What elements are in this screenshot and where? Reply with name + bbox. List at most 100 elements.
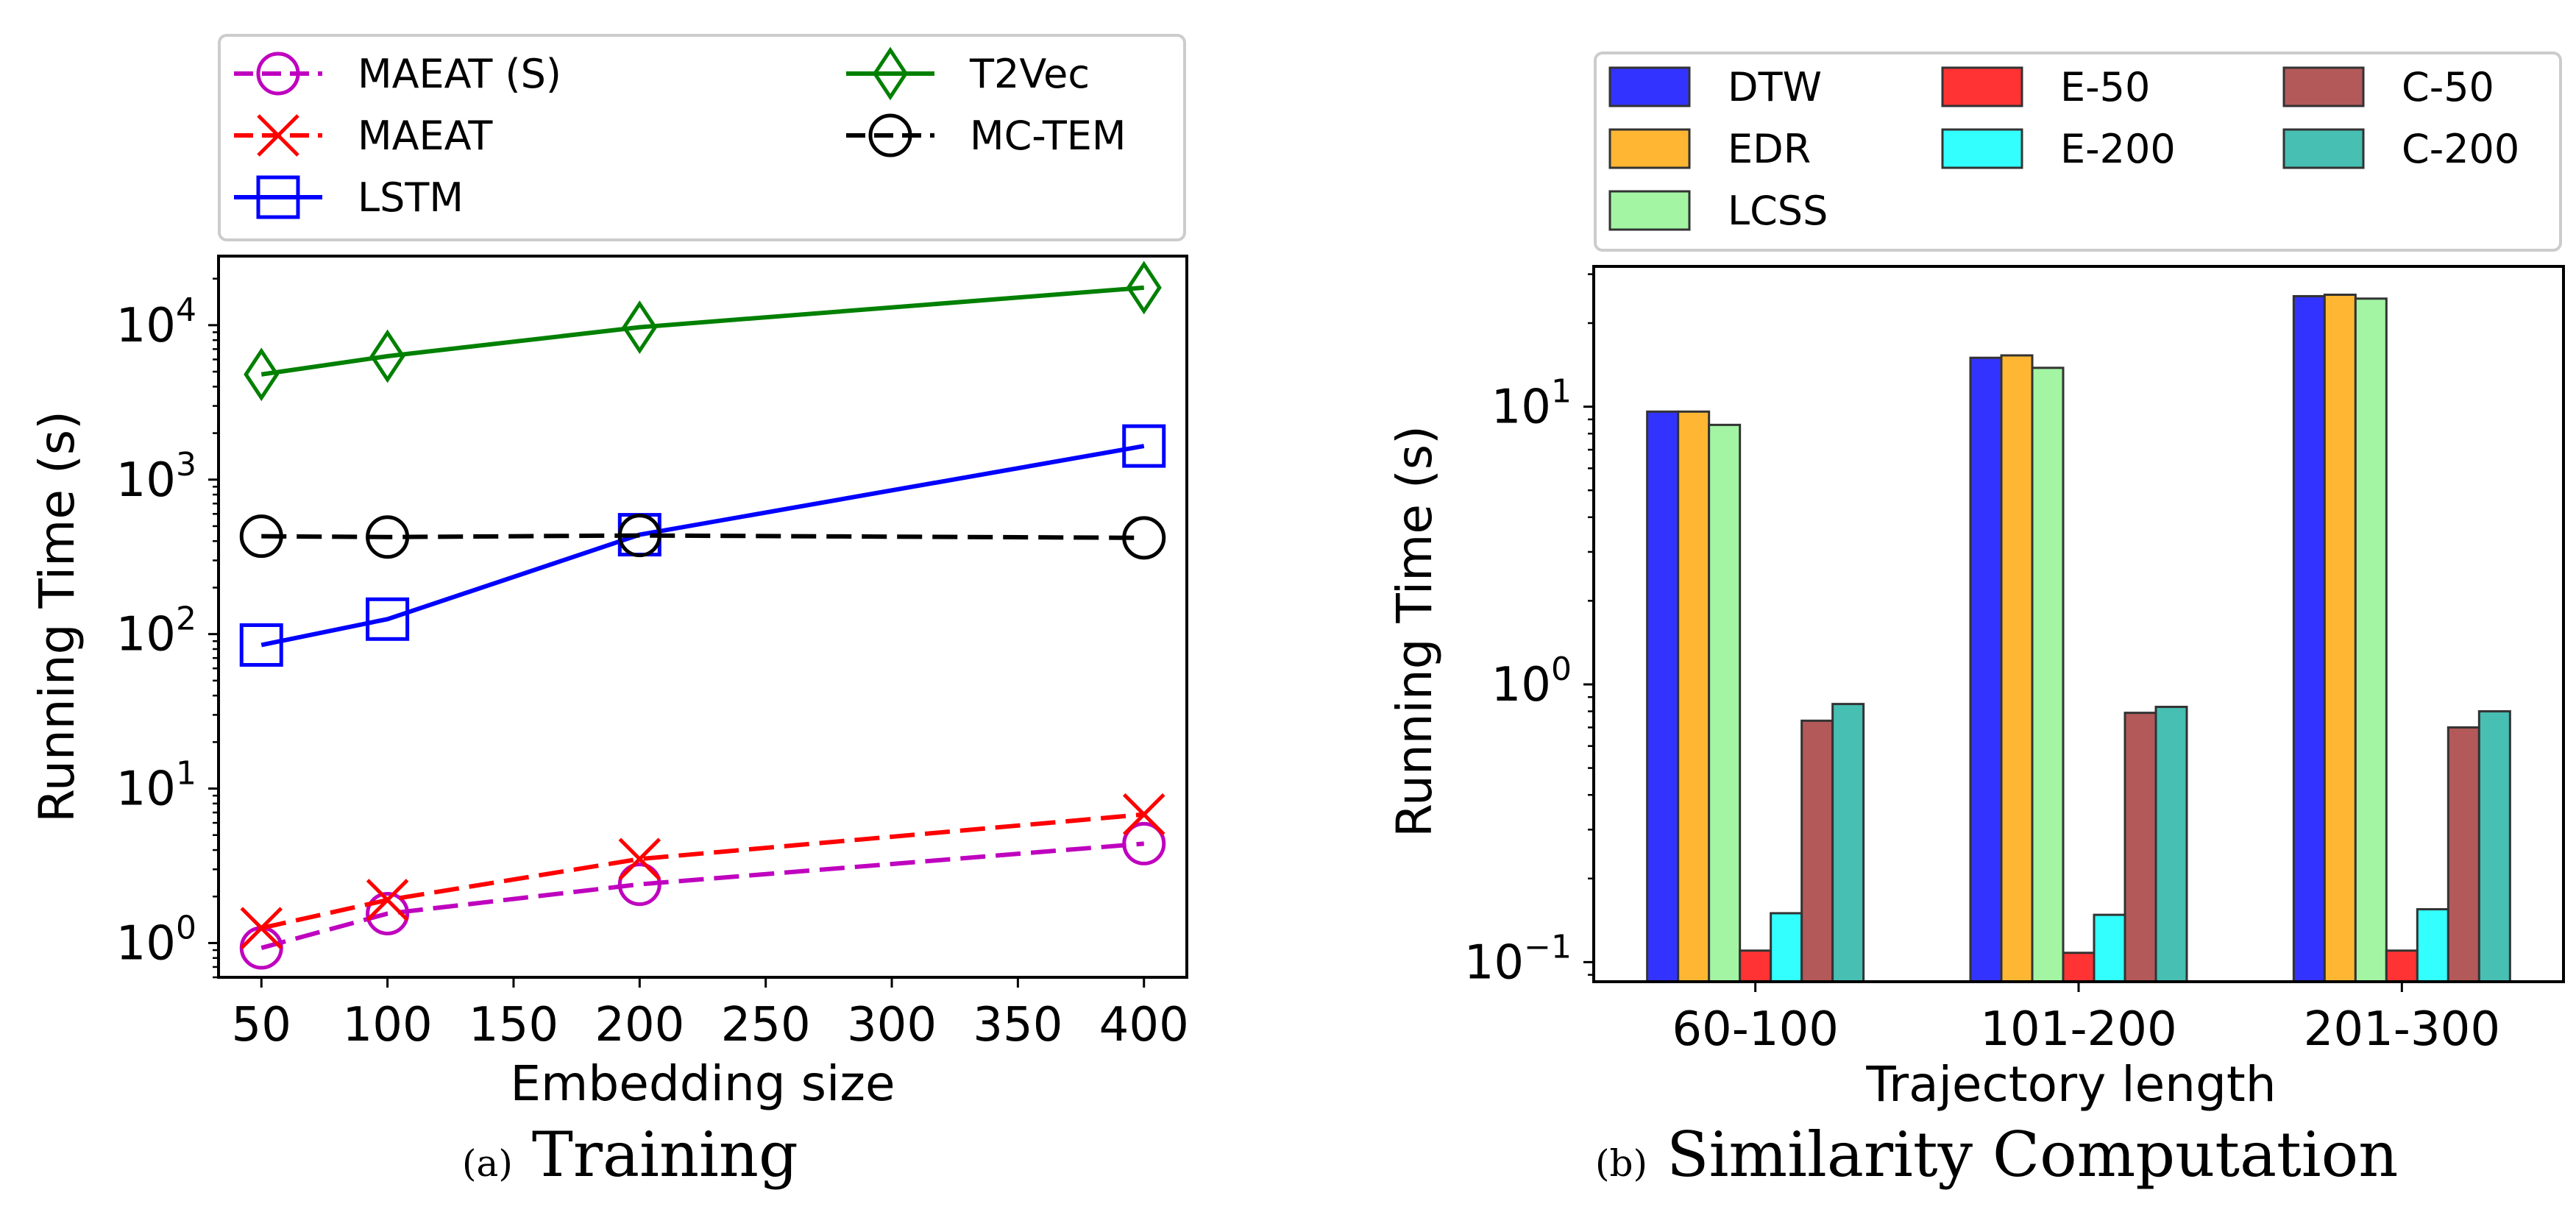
bar-c-200 bbox=[2477, 710, 2511, 983]
series-maeat-s- bbox=[239, 821, 1166, 970]
bar-c-50 bbox=[2123, 712, 2157, 983]
bar-dtw bbox=[1969, 356, 2003, 983]
data-point bbox=[1126, 261, 1162, 315]
bar-e-50 bbox=[2385, 949, 2419, 983]
series-line bbox=[260, 812, 1145, 931]
data-point bbox=[617, 514, 661, 558]
legend-label: DTW bbox=[1728, 64, 1822, 110]
x-tick-label: 50 bbox=[232, 998, 291, 1052]
chart-b-caption-text: Similarity Computation bbox=[1667, 1119, 2398, 1191]
bar-e-200 bbox=[1770, 912, 1803, 983]
legend-swatch bbox=[1941, 128, 2023, 169]
chart-a-subfigure-label: (a) bbox=[462, 1142, 513, 1185]
chart-a-series bbox=[239, 261, 1166, 970]
legend-label: E-200 bbox=[2060, 126, 2176, 172]
chart-b-ylabel: Running Time (s) bbox=[1386, 425, 1443, 837]
legend-entry: LSTM bbox=[234, 174, 464, 221]
legend-label: MAEAT bbox=[358, 113, 493, 159]
legend-entry: C-200 bbox=[2282, 126, 2519, 172]
chart-a-xlabel: Embedding size bbox=[510, 1055, 895, 1112]
bar-c-200 bbox=[2154, 706, 2188, 983]
legend-entry: MAEAT (S) bbox=[234, 51, 561, 97]
y-tick-label: 101 bbox=[1491, 373, 1572, 435]
x-tick-label: 201-300 bbox=[2304, 1002, 2500, 1057]
x-tick-label: 150 bbox=[469, 998, 558, 1052]
y-tick-label: 103 bbox=[116, 446, 196, 508]
bar-c-200 bbox=[1831, 703, 1865, 983]
legend-swatch bbox=[1941, 66, 2023, 107]
legend-marker bbox=[872, 46, 909, 101]
legend-marker bbox=[256, 52, 300, 96]
legend-entry: E-200 bbox=[1941, 126, 2176, 172]
legend-swatch bbox=[1608, 190, 1691, 231]
series-line bbox=[260, 841, 1144, 950]
x-tick-label: 100 bbox=[343, 998, 433, 1052]
data-point bbox=[239, 514, 283, 559]
x-tick-label: 60-100 bbox=[1672, 1002, 1839, 1057]
chart-a-ylabel: Running Time (s) bbox=[29, 411, 85, 823]
data-point bbox=[1122, 516, 1166, 560]
bar-group-201-300 bbox=[2292, 294, 2511, 983]
bar-e-200 bbox=[2093, 913, 2126, 983]
bar-lcss bbox=[2354, 297, 2388, 983]
bar-lcss bbox=[1708, 423, 1742, 983]
y-tick-label: 102 bbox=[116, 601, 196, 662]
bar-group-60-100 bbox=[1646, 410, 1865, 983]
legend-swatch bbox=[1608, 66, 1691, 107]
chart-a-caption: (a) Training bbox=[462, 1119, 798, 1191]
legend-label: LCSS bbox=[1728, 188, 1828, 234]
bar-dtw bbox=[1646, 410, 1680, 983]
y-tick-label: 104 bbox=[116, 291, 196, 353]
legend-swatch bbox=[1608, 128, 1691, 169]
series-line bbox=[261, 533, 1144, 540]
series-t2vec bbox=[244, 261, 1162, 402]
legend-marker bbox=[868, 113, 912, 157]
data-point bbox=[366, 891, 410, 935]
bar-e-50 bbox=[2062, 952, 2096, 983]
legend-entry: C-50 bbox=[2282, 64, 2494, 110]
bar-c-50 bbox=[2447, 726, 2480, 983]
chart-b-similarity: DTW EDR LCSS E-50 E-200 C-50 C-200 60-100 101-2… bbox=[1386, 52, 2565, 1191]
legend-swatch bbox=[2282, 128, 2365, 169]
series-mc-tem bbox=[239, 514, 1166, 560]
series-line bbox=[260, 285, 1144, 377]
legend-entry: DTW bbox=[1608, 64, 1822, 110]
bar-e-50 bbox=[1739, 949, 1773, 983]
data-point bbox=[369, 329, 405, 383]
x-tick-label: 400 bbox=[1099, 998, 1189, 1052]
y-tick-label: 101 bbox=[116, 755, 196, 817]
legend-entry: LCSS bbox=[1608, 188, 1828, 234]
chart-a-training: MAEAT (S) MAEAT LSTM T2Vec MC-TEM 50 100 150 20… bbox=[29, 34, 1189, 1191]
legend-entry: EDR bbox=[1608, 126, 1811, 172]
data-point bbox=[244, 347, 280, 402]
data-point bbox=[1122, 821, 1166, 865]
bar-c-50 bbox=[1800, 719, 1834, 983]
chart-b-bars bbox=[1646, 294, 2511, 983]
y-tick-label: 100 bbox=[1491, 651, 1572, 712]
legend-label: E-50 bbox=[2060, 64, 2150, 110]
data-point bbox=[1122, 793, 1165, 836]
legend-swatch bbox=[2282, 66, 2365, 107]
data-point bbox=[1122, 424, 1166, 468]
x-tick-label: 350 bbox=[973, 998, 1062, 1052]
bar-edr bbox=[2000, 354, 2034, 983]
chart-b-xlabel: Trajectory length bbox=[1865, 1056, 2276, 1113]
data-point bbox=[366, 515, 410, 559]
data-point bbox=[239, 623, 283, 667]
series-maeat bbox=[240, 793, 1165, 949]
data-point bbox=[617, 862, 661, 907]
chart-b-ticks: 60-100 101-200 201-300 10−1 100 101 bbox=[1464, 273, 2500, 1057]
data-point bbox=[366, 597, 410, 641]
x-tick-label: 250 bbox=[721, 998, 811, 1052]
bar-dtw bbox=[2292, 294, 2326, 983]
bar-edr bbox=[2323, 294, 2357, 983]
legend-marker bbox=[256, 175, 300, 219]
x-tick-label: 300 bbox=[847, 998, 937, 1052]
chart-a-caption-text: Training bbox=[532, 1119, 798, 1191]
x-tick-label: 200 bbox=[595, 998, 684, 1052]
data-point bbox=[622, 300, 658, 355]
bar-group-101-200 bbox=[1969, 354, 2188, 983]
legend-label: T2Vec bbox=[969, 51, 1090, 97]
legend-label: EDR bbox=[1728, 126, 1811, 172]
bar-edr bbox=[1677, 410, 1711, 983]
